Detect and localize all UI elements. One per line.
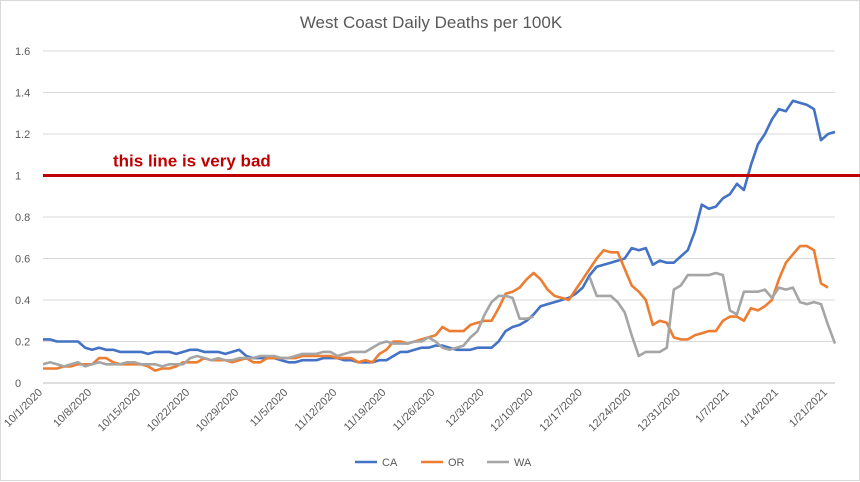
series-line-ca	[43, 99, 836, 364]
y-tick-label: 0.2	[15, 337, 30, 349]
reference-line-label: this line is very bad	[113, 152, 271, 171]
x-tick-label: 12/31/2020	[636, 387, 683, 434]
x-tick-label: 10/15/2020	[96, 387, 143, 434]
x-tick-label: 12/17/2020	[537, 387, 584, 434]
x-tick-label: 11/19/2020	[342, 387, 389, 434]
y-tick-label: 1.2	[15, 129, 30, 141]
y-tick-label: 0.4	[15, 295, 30, 307]
legend-label-wa: WA	[514, 457, 532, 469]
y-tick-label: 1.6	[15, 46, 30, 58]
legend-label-or: OR	[448, 457, 465, 469]
x-tick-label: 11/5/2020	[248, 387, 291, 430]
series-line-wa	[42, 271, 837, 368]
series-line-or	[43, 244, 829, 372]
x-tick-label: 10/1/2020	[2, 387, 45, 430]
y-tick-label: 1	[15, 171, 21, 183]
x-tick-label: 1/21/2021	[787, 387, 830, 430]
chart-title: West Coast Daily Deaths per 100K	[299, 13, 563, 32]
x-tick-label: 11/26/2020	[391, 387, 438, 434]
x-tick-label: 10/29/2020	[194, 387, 241, 434]
y-tick-label: 1.4	[15, 88, 30, 100]
x-tick-label: 12/24/2020	[586, 387, 633, 434]
y-tick-label: 0.6	[15, 254, 30, 266]
y-tick-label: 0.8	[15, 212, 30, 224]
x-tick-label: 10/22/2020	[145, 387, 192, 434]
x-tick-label: 1/14/2021	[738, 387, 781, 430]
legend-label-ca: CA	[382, 457, 398, 469]
y-tick-label: 0	[15, 378, 21, 390]
x-tick-label: 12/10/2020	[488, 387, 535, 434]
x-tick-label: 10/8/2020	[51, 387, 94, 430]
x-tick-label: 1/7/2021	[693, 387, 732, 426]
x-tick-label: 11/12/2020	[293, 387, 340, 434]
x-tick-label: 12/3/2020	[444, 387, 487, 430]
